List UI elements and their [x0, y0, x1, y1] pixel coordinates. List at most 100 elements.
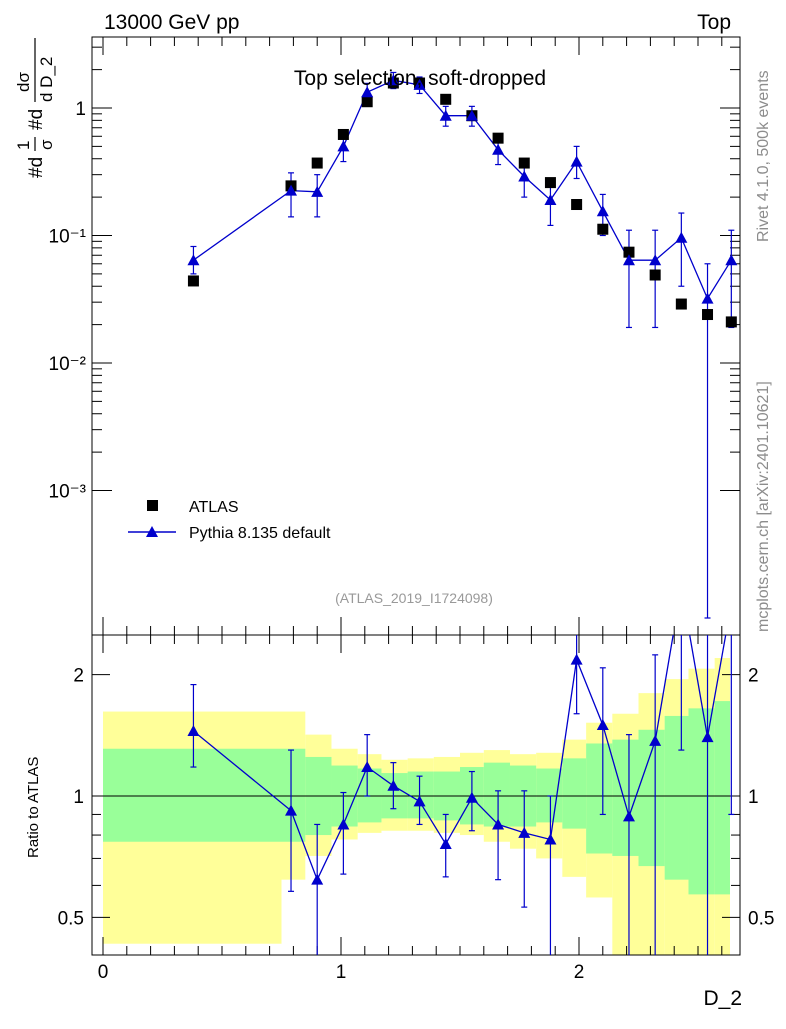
- ratio-point: [387, 779, 400, 791]
- y-label-frac1-num: 1: [14, 141, 33, 150]
- uncertainty-band-inner: [714, 701, 730, 895]
- pythia-point: [675, 231, 688, 243]
- analysis-id: (ATLAS_2019_I1724098): [335, 590, 493, 606]
- uncertainty-band-inner: [612, 739, 639, 856]
- y-label-prefix-2: #d: [26, 109, 47, 130]
- ratio-point: [544, 833, 557, 845]
- pythia-point: [596, 205, 609, 217]
- ratio-point: [187, 724, 200, 736]
- legend-atlas-marker: [147, 500, 158, 511]
- pythia-point: [337, 140, 350, 152]
- pythia-point: [570, 155, 583, 167]
- mcplots-label: mcplots.cern.ch [arXiv:2401.10621]: [755, 381, 772, 632]
- y-tick-label: 10⁻³: [49, 482, 87, 503]
- ratio-point: [285, 804, 298, 816]
- main-frame: [91, 36, 741, 636]
- ratio-y-tick-label: 2: [73, 666, 84, 687]
- y-label-frac2-den: d D_2: [37, 57, 56, 102]
- uncertainty-band-inner: [562, 758, 587, 829]
- atlas-point: [311, 157, 323, 169]
- y-tick-label: 10⁻²: [49, 354, 87, 375]
- atlas-point: [187, 275, 199, 287]
- uncertainty-band-inner: [103, 748, 282, 842]
- ratio-point: [596, 719, 609, 731]
- atlas-point: [675, 298, 687, 310]
- legend-pythia-label: Pythia 8.135 default: [189, 525, 331, 542]
- ratio-point: [311, 873, 324, 885]
- pythia-point: [544, 193, 557, 205]
- y-tick-label: 1: [75, 99, 86, 120]
- ratio-frame: [91, 634, 741, 956]
- uncertainty-band-inner: [688, 708, 715, 895]
- pythia-point: [187, 254, 200, 266]
- legend: ATLAS Pythia 8.135 default: [128, 499, 331, 542]
- legend-pythia-marker: [146, 526, 158, 537]
- ratio-y-tick-label: 0.5: [58, 908, 84, 929]
- pythia-point: [725, 254, 738, 266]
- uncertainty-band-inner: [281, 748, 306, 842]
- ratio-point: [413, 795, 426, 807]
- pythia-point: [622, 254, 635, 266]
- legend-atlas-label: ATLAS: [189, 499, 239, 516]
- atlas-point: [649, 269, 661, 281]
- ratio-point: [570, 653, 583, 665]
- process-label: Top: [697, 11, 731, 34]
- atlas-point: [492, 132, 504, 144]
- pythia-point: [387, 74, 400, 86]
- energy-label: 13000 GeV pp: [104, 11, 239, 34]
- ratio-point: [361, 761, 374, 773]
- pythia-point: [465, 109, 478, 121]
- ratio-point: [337, 818, 350, 830]
- pythia-point: [285, 184, 298, 196]
- y-tick-label: 10⁻¹: [49, 227, 87, 248]
- x-tick-label: 0: [98, 962, 109, 983]
- atlas-point: [440, 93, 452, 105]
- ratio-panel: 0.5 0.5 1 1 2 2 0 1 2 Ratio to ATLAS D_2: [25, 634, 774, 1010]
- atlas-point: [544, 177, 556, 189]
- ratio-y-tick-label-right: 2: [748, 666, 759, 687]
- ratio-point: [622, 810, 635, 822]
- ratio-point: [465, 791, 478, 803]
- x-tick-label: 1: [336, 962, 347, 983]
- ratio-point: [649, 734, 662, 746]
- rivet-version-label: Rivet 4.1.0, 500k events: [755, 70, 772, 242]
- uncertainty-band-inner: [664, 715, 689, 880]
- ratio-point: [492, 818, 505, 830]
- pythia-point: [701, 292, 714, 304]
- main-panel: 10⁻³10⁻²10⁻¹110 Top selection, soft-drop…: [14, 36, 741, 636]
- atlas-point: [518, 157, 530, 169]
- uncertainty-band-inner: [407, 771, 434, 819]
- y-label-prefix-1: #d: [26, 157, 47, 178]
- y-axis-label: #d 1 σ #d dσ d D_2: [14, 38, 56, 178]
- ratio-point: [439, 838, 452, 850]
- atlas-point: [597, 223, 609, 235]
- uncertainty-band-inner: [483, 762, 510, 827]
- pythia-point: [518, 170, 531, 182]
- pythia-point: [413, 78, 426, 90]
- x-tick-label: 2: [574, 962, 585, 983]
- atlas-point: [702, 309, 714, 321]
- pythia-point: [361, 86, 374, 98]
- plot-title: Top selection, soft-dropped: [294, 67, 546, 90]
- atlas-point: [337, 128, 349, 140]
- pythia-point: [311, 185, 324, 197]
- atlas-point: [361, 96, 373, 108]
- pythia-line: [193, 79, 732, 301]
- pythia-point: [439, 109, 452, 121]
- ratio-y-tick-label: 1: [73, 787, 84, 808]
- ratio-point: [701, 731, 714, 743]
- ratio-y-label: Ratio to ATLAS: [25, 757, 42, 858]
- ratio-point: [518, 826, 531, 838]
- y-label-frac2-num: dσ: [14, 72, 33, 92]
- atlas-point: [571, 199, 583, 211]
- pythia-point: [649, 254, 662, 266]
- x-axis-label: D_2: [703, 987, 742, 1010]
- uncertainty-band-inner: [586, 743, 613, 854]
- ratio-y-tick-label-right: 1: [748, 787, 759, 808]
- pythia-point: [492, 143, 505, 155]
- ratio-y-tick-label-right: 0.5: [748, 908, 774, 929]
- atlas-point: [623, 246, 635, 258]
- y-label-frac1-den: σ: [37, 139, 56, 150]
- atlas-point: [725, 316, 737, 328]
